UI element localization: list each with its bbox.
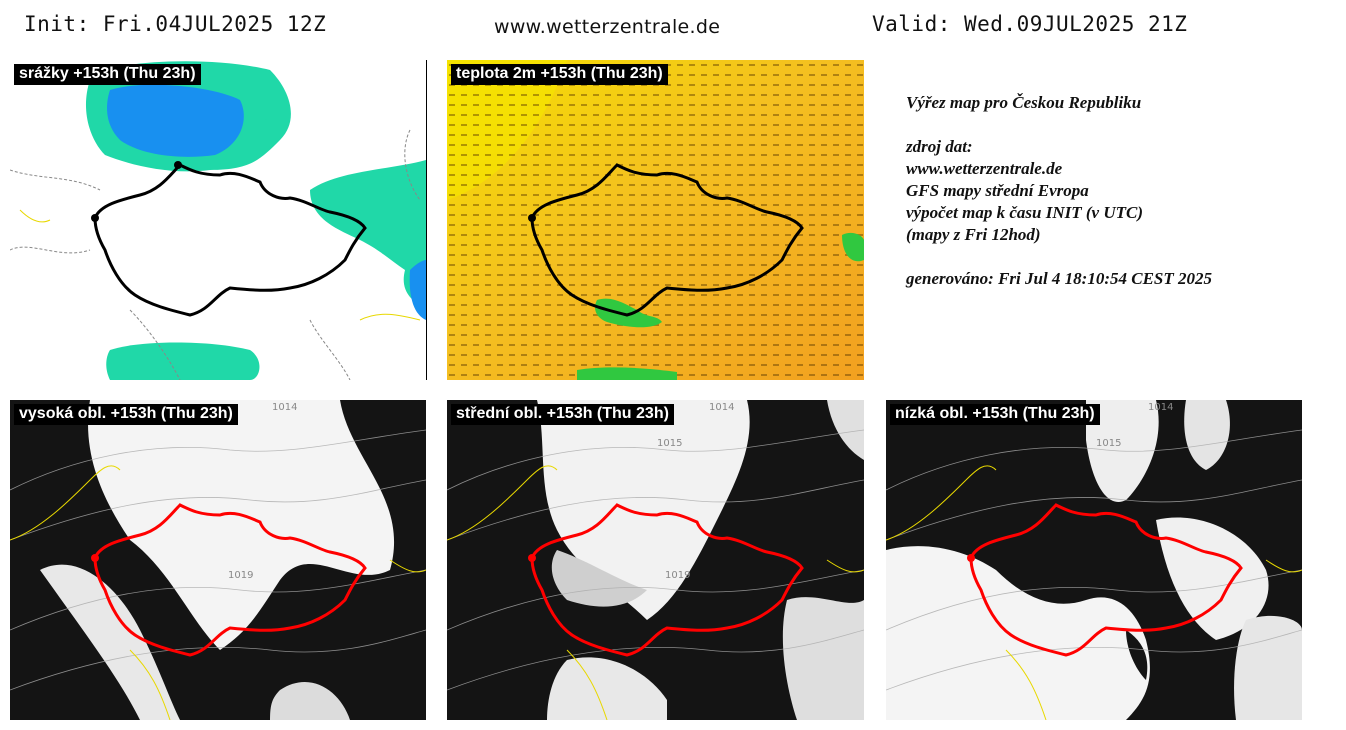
czech-border	[93, 503, 367, 657]
high-cloud-map: 1014 1019 vysoká obl. +153h (Thu 23h)	[10, 400, 426, 720]
precipitation-map-label: srážky +153h (Thu 23h)	[14, 64, 201, 85]
info-spacer	[906, 114, 1326, 136]
info-source-label: zdroj dat:	[906, 137, 973, 156]
precip-core-north	[107, 84, 244, 157]
czech-border	[530, 163, 804, 317]
panel-divider	[426, 60, 427, 380]
precipitation-map-graphic	[10, 60, 426, 380]
info-title: Výřez map pro Českou Republiku	[906, 93, 1142, 112]
precip-area-small	[265, 118, 283, 132]
info-run: (mapy z Fri 12hod)	[906, 225, 1041, 244]
precip-area-south	[106, 342, 260, 380]
mid-cloud-map-graphic: 1014 1015 1019	[447, 400, 864, 720]
czech-border	[530, 503, 804, 657]
isobar-label: 1014	[1148, 402, 1173, 413]
info-generated: generováno: Fri Jul 4 18:10:54 CEST 2025	[906, 269, 1213, 288]
temperature-map-label: teplota 2m +153h (Thu 23h)	[451, 64, 668, 85]
info-computation: výpočet map k času INIT (v UTC)	[906, 203, 1144, 222]
high-cloud-map-label: vysoká obl. +153h (Thu 23h)	[14, 404, 238, 425]
isobar-label: 1014	[272, 402, 297, 413]
czech-border	[93, 163, 367, 317]
mid-cloud-map-label: střední obl. +153h (Thu 23h)	[451, 404, 674, 425]
temperature-map-graphic	[447, 60, 864, 380]
cool-patch-south	[595, 298, 662, 328]
info-spacer	[906, 246, 1326, 268]
precip-area-east	[310, 160, 426, 310]
czech-border	[969, 503, 1243, 657]
isobar-label: 1015	[1096, 438, 1121, 449]
precipitation-map: srážky +153h (Thu 23h)	[10, 60, 426, 380]
info-source-url[interactable]: www.wetterzentrale.de	[906, 159, 1063, 178]
info-block: Výřez map pro Českou Republiku zdroj dat…	[906, 92, 1326, 290]
precip-core-east	[409, 260, 426, 320]
init-time-header: Init: Fri.04JUL2025 12Z	[24, 12, 327, 36]
low-cloud-map-label: nízká obl. +153h (Thu 23h)	[890, 404, 1100, 425]
cool-patch-east	[842, 232, 864, 262]
valid-time-header: Valid: Wed.09JUL2025 21Z	[872, 12, 1188, 36]
isobar-label: 1014	[709, 402, 734, 413]
mid-cloud-map: 1014 1015 1019 střední obl. +153h (Thu 2…	[447, 400, 864, 720]
temperature-map: teplota 2m +153h (Thu 23h)	[447, 60, 864, 380]
isobar-label: 1019	[665, 570, 690, 581]
low-cloud-map-graphic: 1014 1015	[886, 400, 1302, 720]
site-url-header[interactable]: www.wetterzentrale.de	[494, 16, 721, 38]
low-cloud-map: 1014 1015 nízká obl. +153h (Thu 23h)	[886, 400, 1302, 720]
isobar-label: 1019	[228, 570, 253, 581]
cool-patch-bottom	[577, 367, 677, 380]
isobar-label: 1015	[657, 438, 682, 449]
high-cloud-map-graphic: 1014 1019	[10, 400, 426, 720]
info-model: GFS mapy střední Evropa	[906, 181, 1089, 200]
